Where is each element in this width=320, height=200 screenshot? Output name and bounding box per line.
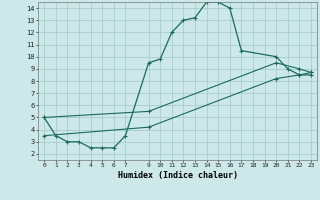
- X-axis label: Humidex (Indice chaleur): Humidex (Indice chaleur): [118, 171, 238, 180]
